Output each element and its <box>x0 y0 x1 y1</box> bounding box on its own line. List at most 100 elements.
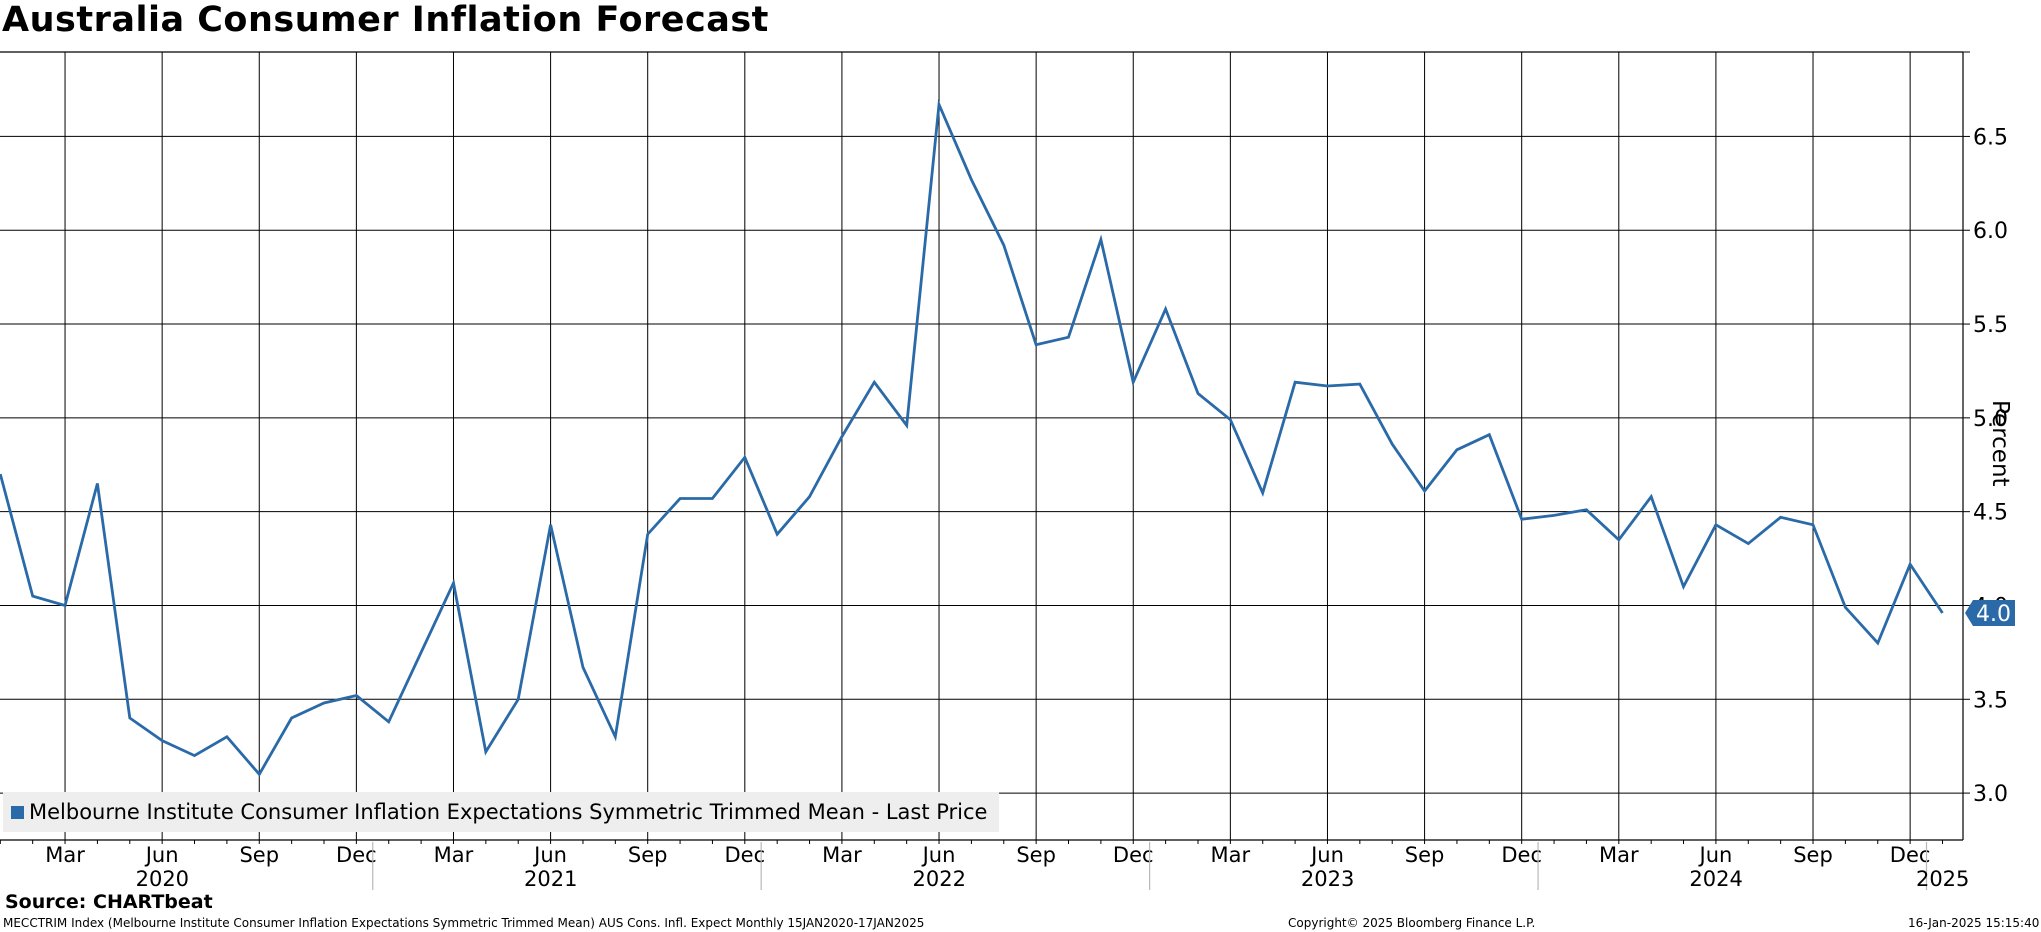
data-point <box>1326 385 1329 388</box>
data-point <box>711 497 714 500</box>
data-point <box>1358 383 1361 386</box>
x-year-label: 2020 <box>136 867 189 891</box>
data-point <box>1488 433 1491 436</box>
data-point <box>387 720 390 723</box>
last-value-label: 4.0 <box>1976 602 2011 627</box>
legend-swatch <box>11 805 24 819</box>
data-point <box>1002 244 1005 247</box>
x-month-label: Sep <box>628 843 668 867</box>
data-point <box>517 698 520 701</box>
data-point <box>1682 585 1685 588</box>
data-point <box>1909 563 1912 566</box>
legend-label: Melbourne Institute Consumer Inflation E… <box>29 800 988 824</box>
data-point <box>1391 443 1394 446</box>
data-point <box>452 582 455 585</box>
x-month-label: Dec <box>1113 843 1154 867</box>
data-point <box>1035 343 1038 346</box>
x-month-label: Sep <box>1405 843 1445 867</box>
data-point <box>582 666 585 669</box>
data-point <box>484 750 487 753</box>
data-point <box>905 424 908 427</box>
x-month-label: Dec <box>336 843 377 867</box>
data-point <box>1715 523 1718 526</box>
x-month-label: Sep <box>239 843 279 867</box>
data-point <box>1520 518 1523 521</box>
y-tick-label: 5.0 <box>1973 407 2008 432</box>
data-point <box>128 717 131 720</box>
x-year-label: 2023 <box>1301 867 1354 891</box>
data-point <box>743 456 746 459</box>
data-point <box>1132 381 1135 384</box>
data-point <box>420 651 423 654</box>
x-month-label: Mar <box>45 843 85 867</box>
data-point <box>96 482 99 485</box>
y-tick-label: 3.0 <box>1973 782 2008 807</box>
legend: Melbourne Institute Consumer Inflation E… <box>3 792 1000 832</box>
data-point <box>1197 392 1200 395</box>
x-year-label: 2025 <box>1916 867 1969 891</box>
data-point <box>1747 542 1750 545</box>
chart-title: Australia Consumer Inflation Forecast <box>2 0 769 40</box>
data-point <box>776 533 779 536</box>
data-point <box>1229 418 1232 421</box>
source-note: Source: CHARTbeat <box>5 891 213 913</box>
x-month-label: Sep <box>1793 843 1833 867</box>
x-year-label: 2024 <box>1689 867 1742 891</box>
x-year-label: 2022 <box>912 867 965 891</box>
data-point <box>841 435 844 438</box>
data-point <box>1876 642 1879 645</box>
y-tick-label: 3.5 <box>1973 688 2008 713</box>
data-point <box>1164 308 1167 311</box>
data-point <box>161 739 164 742</box>
series-line <box>0 98 1944 777</box>
data-point <box>1456 448 1459 451</box>
y-tick-label: 6.0 <box>1973 219 2008 244</box>
y-axis-label: Percent <box>1987 400 2013 487</box>
x-month-label: Jun <box>1309 843 1344 867</box>
data-point <box>614 735 617 738</box>
data-point <box>193 754 196 757</box>
data-point <box>258 773 261 776</box>
y-tick-label: 4.5 <box>1973 501 2008 526</box>
data-point <box>970 178 973 181</box>
series-group: 4.0 <box>0 98 2015 777</box>
x-month-label: Dec <box>1501 843 1542 867</box>
x-month-label: Sep <box>1016 843 1056 867</box>
data-point <box>355 694 358 697</box>
y-tick-label: 5.5 <box>1973 313 2008 338</box>
data-point <box>1585 508 1588 511</box>
data-point <box>1941 612 1944 615</box>
x-month-label: Dec <box>724 843 765 867</box>
data-point <box>1812 523 1815 526</box>
data-point <box>1617 538 1620 541</box>
x-month-label: Mar <box>1599 843 1639 867</box>
x-month-label: Jun <box>921 843 956 867</box>
data-point <box>938 103 941 106</box>
footer-ticker-description: MECCTRIM Index (Melbourne Institute Cons… <box>3 916 925 930</box>
x-axis: Mar Jun Sep Dec Mar Jun Sep Dec Mar Jun Sep Dec Mar J… <box>0 840 1969 891</box>
data-point <box>808 495 811 498</box>
data-point <box>679 497 682 500</box>
data-point <box>31 595 34 598</box>
y-tick-label: 6.5 <box>1973 125 2008 150</box>
data-point <box>646 533 649 536</box>
x-month-label: Jun <box>144 843 179 867</box>
x-month-label: Mar <box>434 843 474 867</box>
data-point <box>1261 492 1264 495</box>
data-point <box>1844 606 1847 609</box>
data-point <box>64 604 67 607</box>
data-point <box>290 717 293 720</box>
data-point <box>1099 238 1102 241</box>
data-point <box>1294 381 1297 384</box>
x-month-label: Mar <box>822 843 862 867</box>
data-point <box>1067 336 1070 339</box>
data-point <box>225 735 228 738</box>
x-month-label: Dec <box>1890 843 1931 867</box>
data-point <box>1650 495 1653 498</box>
data-point <box>549 523 552 526</box>
x-month-label: Jun <box>1698 843 1733 867</box>
x-month-label: Mar <box>1211 843 1251 867</box>
data-point <box>323 702 326 705</box>
grid <box>0 51 1964 841</box>
